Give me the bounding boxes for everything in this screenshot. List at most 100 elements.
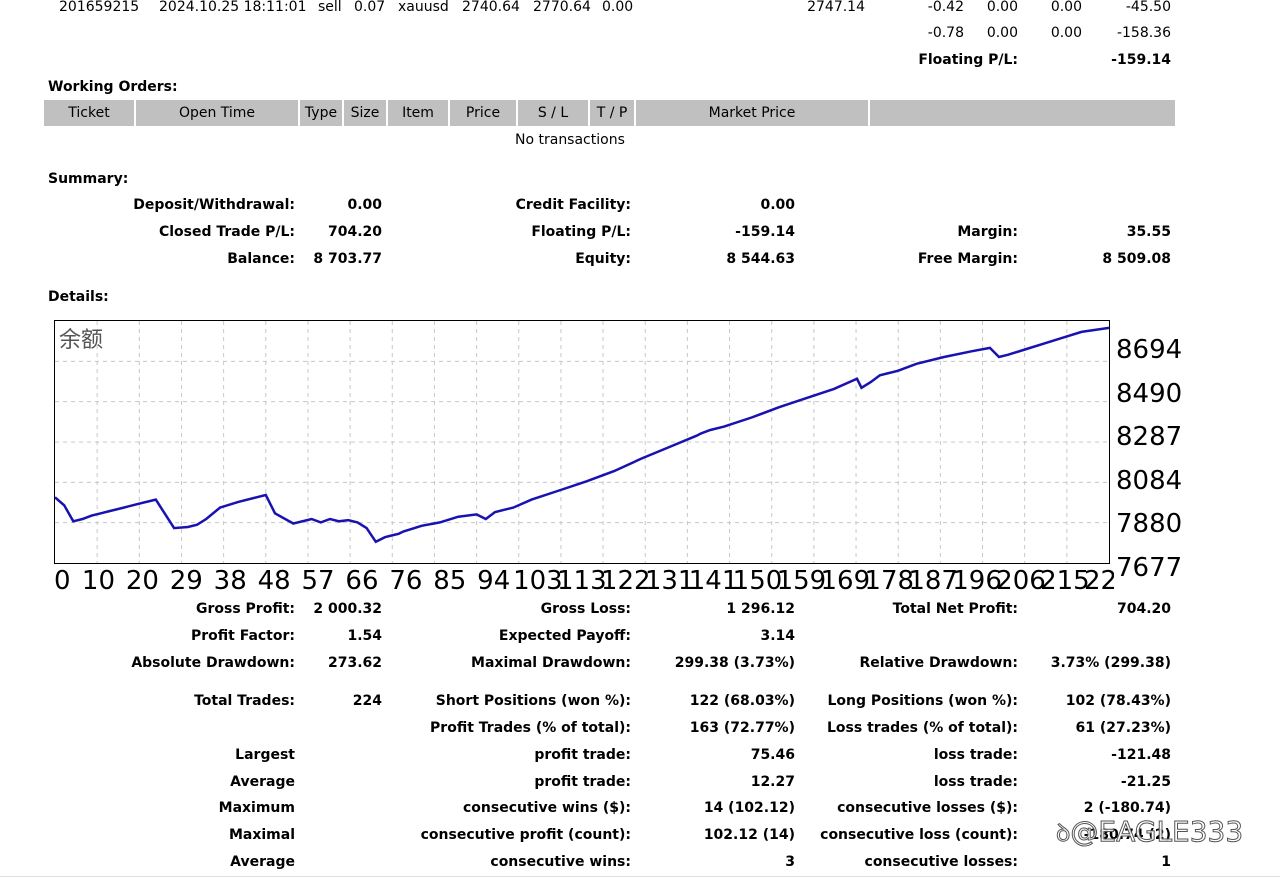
- x-tick-label: 76: [389, 568, 423, 592]
- short-positions-value: 122 (68.03%): [689, 693, 795, 709]
- maximum-label: Maximum: [218, 800, 295, 816]
- position-market-price: 2747.14: [807, 0, 865, 15]
- x-tick-label: 187: [908, 568, 958, 592]
- maximal-cons-profit-value: 102.12 (14): [703, 827, 795, 843]
- profit-trades-value: 163 (72.77%): [689, 720, 795, 736]
- max-drawdown-value: 299.38 (3.73%): [674, 655, 795, 671]
- totals-commission: -0.78: [927, 25, 964, 41]
- col-blank: [870, 100, 1175, 126]
- balance-label: Balance:: [227, 251, 295, 267]
- total-net-profit-value: 704.20: [1116, 601, 1171, 617]
- y-tick-label: 8287: [1116, 422, 1183, 453]
- rel-drawdown-value: 3.73% (299.38): [1050, 655, 1171, 671]
- x-tick-label: 169: [820, 568, 871, 592]
- position-type: sell: [318, 0, 342, 15]
- position-size: 0.07: [354, 0, 386, 15]
- no-transactions-text: No transactions: [515, 132, 625, 148]
- details-title: Details:: [48, 289, 109, 305]
- free-margin-label: Free Margin:: [917, 251, 1018, 267]
- x-tick-label: 48: [257, 568, 291, 592]
- x-tick-label: 131: [644, 568, 695, 592]
- col-item: Item: [388, 100, 450, 126]
- closed-pl-value: 704.20: [327, 224, 382, 240]
- watermark: ꝺ@EAGLE333: [1055, 815, 1243, 849]
- y-tick-label: 8490: [1116, 378, 1183, 409]
- avg-cons-losses-label: consecutive losses:: [864, 854, 1018, 870]
- total-net-profit-label: Total Net Profit:: [892, 601, 1018, 617]
- deposit-value: 0.00: [347, 197, 382, 213]
- position-open-time: 2024.10.25 18:11:01: [159, 0, 307, 15]
- rel-drawdown-label: Relative Drawdown:: [859, 655, 1018, 671]
- balance-chart-svg: [55, 321, 1109, 563]
- floating-pl-label: Floating P/L:: [918, 52, 1018, 68]
- average2-label: Average: [230, 854, 295, 870]
- average-profit-label: profit trade:: [534, 774, 631, 790]
- position-price: 2740.64: [462, 0, 520, 15]
- x-tick-label: 94: [477, 568, 511, 592]
- y-tick-label: 8694: [1116, 335, 1183, 365]
- credit-value: 0.00: [760, 197, 795, 213]
- credit-label: Credit Facility:: [515, 197, 631, 213]
- x-axis-labels: 0 10 20 29 38 48 57 66 76 85 94 103 113 122 131 141 150 1…: [54, 568, 1114, 592]
- x-tick-label: 113: [557, 568, 607, 592]
- x-tick-label: 0: [54, 568, 71, 592]
- position-commission: -0.42: [927, 0, 964, 15]
- average-label: Average: [230, 774, 295, 790]
- y-tick-label: 7880: [1116, 509, 1183, 540]
- loss-trades-label: Loss trades (% of total):: [827, 720, 1018, 736]
- max-drawdown-label: Maximal Drawdown:: [471, 655, 631, 671]
- col-price: Price: [450, 100, 518, 126]
- maximal-cons-loss-label: consecutive loss (count):: [820, 827, 1018, 843]
- x-tick-label: 29: [169, 568, 203, 592]
- avg-cons-losses-value: 1: [1161, 854, 1171, 870]
- totals-taxes: 0.00: [986, 25, 1018, 41]
- x-tick-label: 85: [433, 568, 467, 592]
- summary-title: Summary:: [48, 171, 129, 187]
- totals-swap: 0.00: [1050, 25, 1082, 41]
- max-cons-losses-value: 2 (-180.74): [1083, 800, 1171, 816]
- x-tick-label: 224: [1084, 568, 1114, 592]
- margin-label: Margin:: [957, 224, 1018, 240]
- largest-label: Largest: [235, 747, 295, 763]
- largest-profit-value: 75.46: [750, 747, 795, 763]
- chart-title: 余额: [59, 328, 104, 353]
- total-trades-label: Total Trades:: [194, 693, 295, 709]
- col-sl: S / L: [518, 100, 590, 126]
- x-tick-label: 215: [1040, 568, 1090, 592]
- col-market-price: Market Price: [636, 100, 870, 126]
- margin-value: 35.55: [1126, 224, 1171, 240]
- x-tick-label: 141: [688, 568, 739, 592]
- x-tick-label: 178: [864, 568, 915, 592]
- col-ticket: Ticket: [44, 100, 136, 126]
- loss-trades-value: 61 (27.23%): [1075, 720, 1171, 736]
- working-orders-title: Working Orders:: [48, 79, 178, 95]
- maximal-label: Maximal: [228, 827, 295, 843]
- maximal-cons-loss-value: -180.74 (2): [1083, 827, 1171, 843]
- long-positions-value: 102 (78.43%): [1065, 693, 1171, 709]
- x-tick-label: 38: [213, 568, 247, 592]
- expected-payoff-label: Expected Payoff:: [498, 628, 631, 644]
- equity-value: 8 544.63: [726, 251, 795, 267]
- position-item: xauusd: [398, 0, 449, 15]
- profit-factor-value: 1.54: [347, 628, 382, 644]
- average-loss-label: loss trade:: [933, 774, 1018, 790]
- closed-pl-label: Closed Trade P/L:: [158, 224, 295, 240]
- x-tick-label: 150: [732, 568, 783, 592]
- total-trades-value: 224: [352, 693, 382, 709]
- abs-drawdown-value: 273.62: [327, 655, 382, 671]
- position-tp: 0.00: [602, 0, 634, 15]
- summary-floating-value: -159.14: [735, 224, 795, 240]
- gross-loss-value: 1 296.12: [726, 601, 795, 617]
- average-loss-value: -21.25: [1120, 774, 1171, 790]
- short-positions-label: Short Positions (won %):: [435, 693, 631, 709]
- free-margin-value: 8 509.08: [1102, 251, 1171, 267]
- max-cons-wins-value: 14 (102.12): [703, 800, 795, 816]
- largest-profit-label: profit trade:: [534, 747, 631, 763]
- bottom-divider: [0, 876, 1280, 877]
- balance-value: 8 703.77: [313, 251, 382, 267]
- gross-profit-value: 2 000.32: [313, 601, 382, 617]
- x-tick-label: 159: [776, 568, 827, 592]
- totals-profit: -158.36: [1116, 25, 1171, 41]
- profit-factor-label: Profit Factor:: [190, 628, 295, 644]
- position-taxes: 0.00: [986, 0, 1018, 15]
